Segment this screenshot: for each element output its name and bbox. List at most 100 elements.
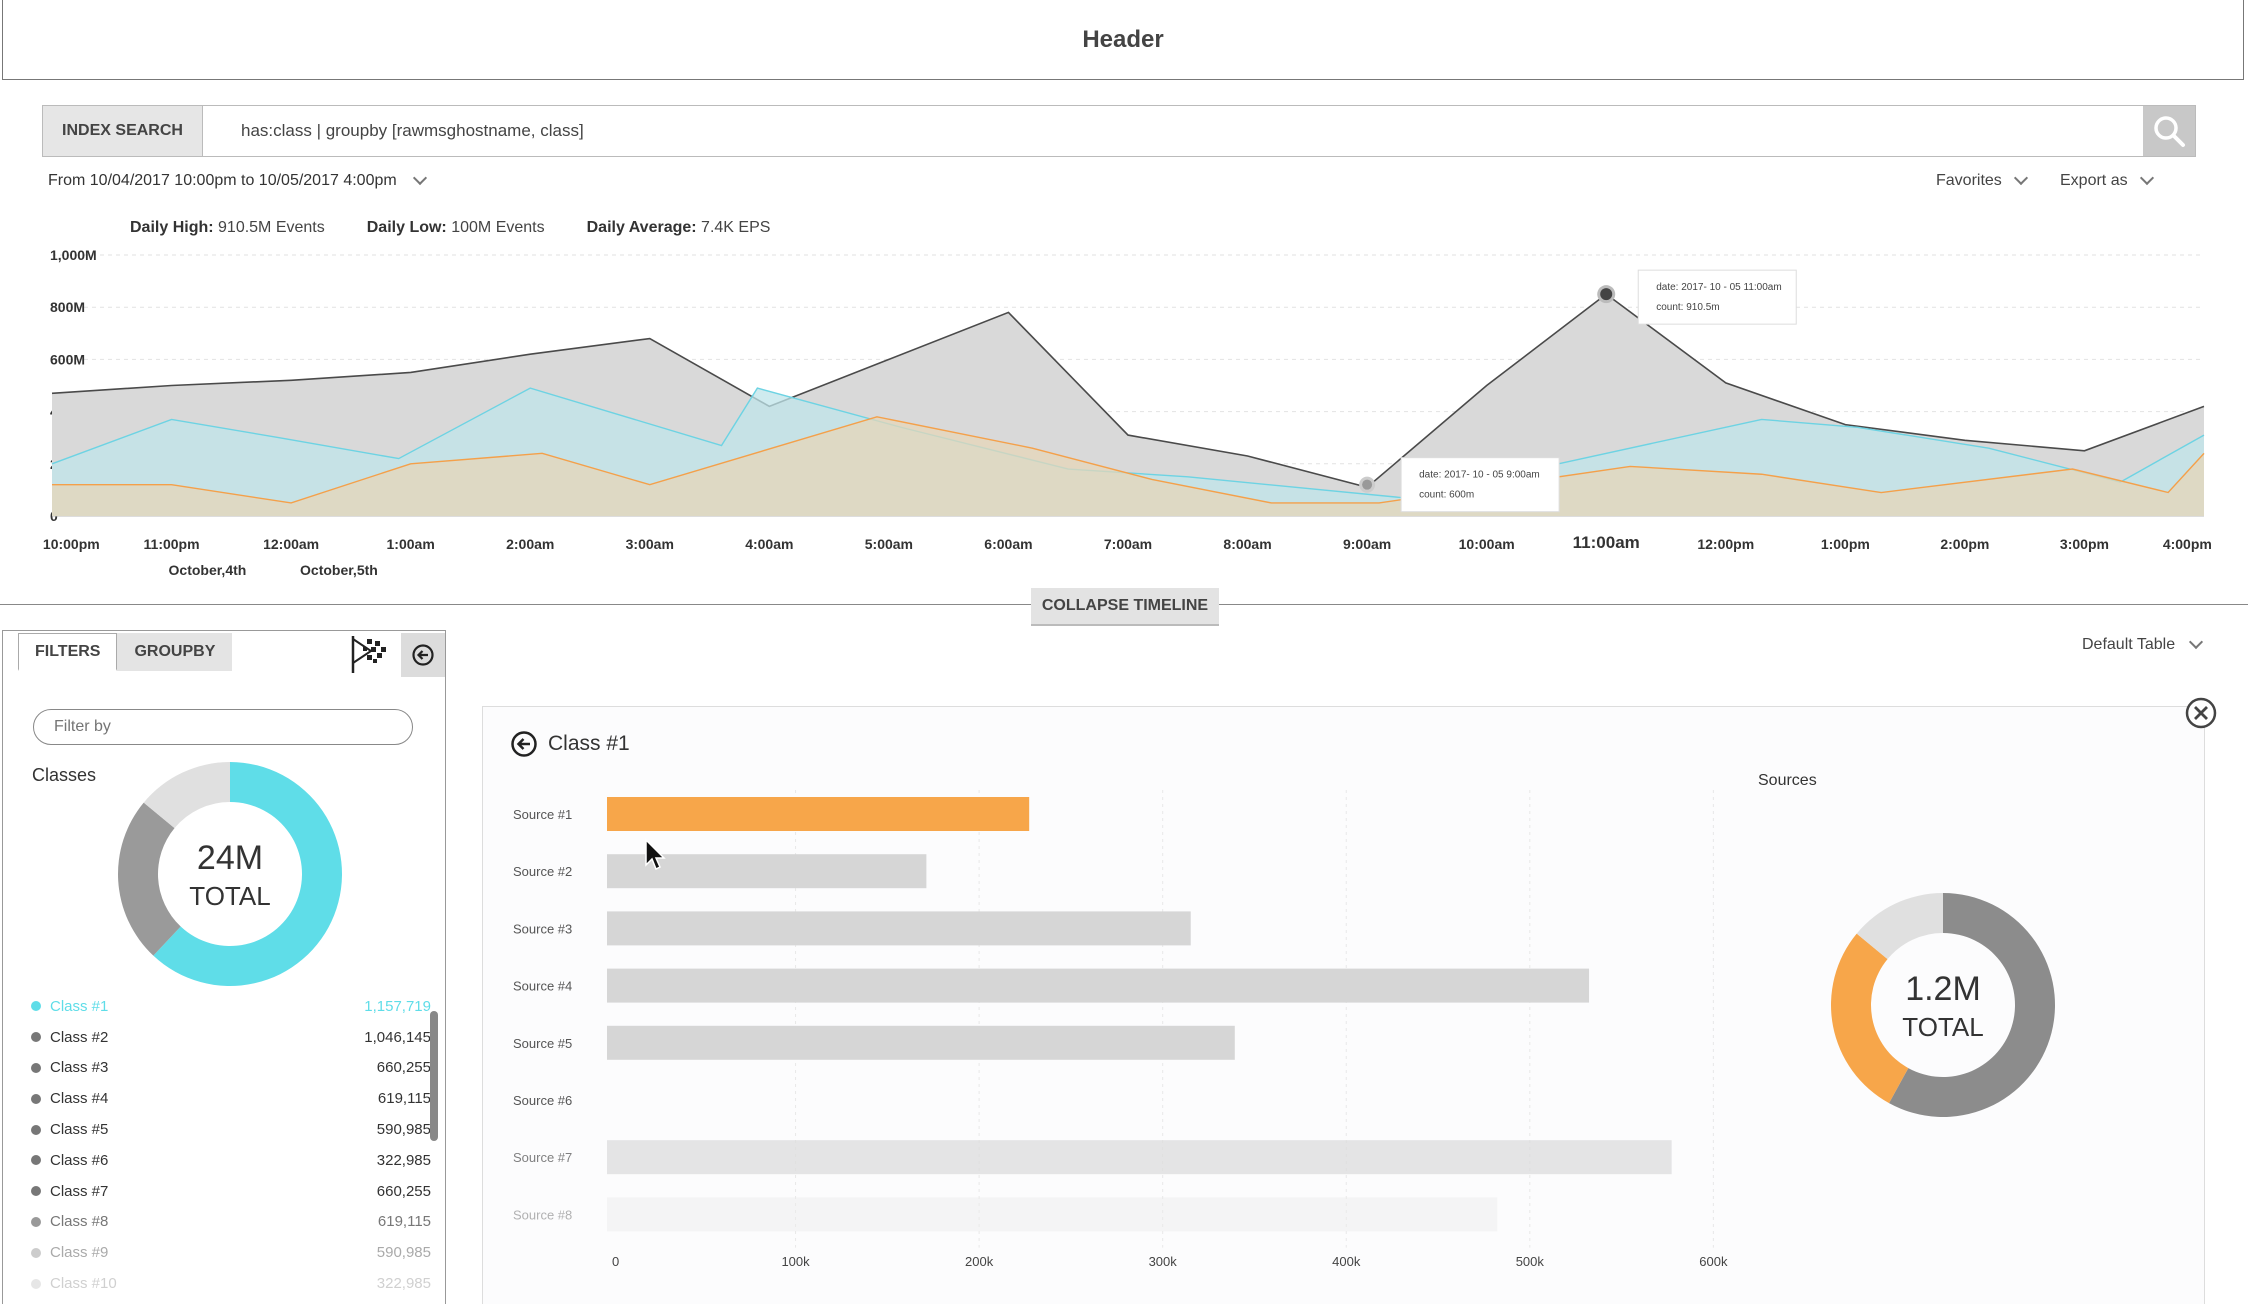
class-list-item[interactable]: Class #3 660,255 <box>31 1053 431 1084</box>
class-color-dot <box>31 1278 41 1289</box>
class-name: Class #1 <box>50 997 109 1015</box>
class-list-item[interactable]: Class #1 1,157,719 <box>31 991 431 1022</box>
timeline-marker[interactable] <box>1362 479 1373 490</box>
class-count: 322,985 <box>376 1151 431 1169</box>
timeline-y-tick: 1,000M <box>50 247 97 263</box>
close-icon[interactable] <box>2184 696 2218 730</box>
bar[interactable] <box>607 1025 1235 1060</box>
class-count: 322,985 <box>376 1275 431 1293</box>
class-count: 619,115 <box>377 1213 431 1231</box>
bar[interactable] <box>607 797 1030 831</box>
timeline-x-tick: 3:00am <box>625 536 674 552</box>
timeline-date-label: October,5th <box>300 562 378 578</box>
class-count: 590,985 <box>376 1244 431 1262</box>
class-count: 1,157,719 <box>364 997 431 1015</box>
class-list-item[interactable]: Class #8 619,115 <box>31 1207 431 1238</box>
collapse-timeline-button[interactable]: COLLAPSE TIMELINE <box>1031 588 1219 626</box>
bar-category-label: Source #1 <box>513 807 572 822</box>
tooltip-count: count: 910.5m <box>1656 302 1719 313</box>
search-icon <box>2154 116 2185 147</box>
sources-total-value: 1.2M <box>1905 970 1981 1008</box>
donut-slice[interactable] <box>143 762 230 829</box>
class-count: 660,255 <box>376 1182 431 1200</box>
timeline-x-tick: 12:00am <box>263 536 320 552</box>
class-list-item[interactable]: Class #5 590,985 <box>31 1114 431 1145</box>
bar[interactable] <box>607 911 1191 946</box>
class-count: 1,046,145 <box>364 1028 431 1046</box>
class-color-dot <box>31 1186 41 1197</box>
timeline-date-label: October,4th <box>168 562 247 578</box>
class-name: Class #6 <box>50 1151 109 1169</box>
favorites-label: Favorites <box>1936 172 2002 189</box>
detail-title[interactable]: Class #1 <box>510 730 630 758</box>
timeline-x-tick: 8:00am <box>1223 536 1272 552</box>
donut-slice[interactable] <box>1831 933 1909 1104</box>
classes-donut-chart[interactable]: 24M TOTAL <box>115 759 345 989</box>
class-color-dot <box>31 1155 41 1166</box>
export-dropdown[interactable]: Export as <box>2060 170 2154 190</box>
tab-groupby[interactable]: GROUPBY <box>117 633 233 671</box>
donut-slice[interactable] <box>117 802 181 956</box>
class-list-item[interactable]: Class #2 1,046,145 <box>31 1022 431 1053</box>
filter-input[interactable] <box>33 709 413 745</box>
timeline-x-tick: 9:00am <box>1342 536 1392 552</box>
chevron-down-icon <box>2139 170 2154 186</box>
sources-donut-chart[interactable]: 1.2M TOTAL <box>1828 890 2058 1120</box>
donut-slice[interactable] <box>1856 893 1943 960</box>
tooltip-count: count: 600m <box>1419 490 1474 501</box>
timeline-chart[interactable]: 1,000M800M600M400M200M0date: 2017- 10 - … <box>0 240 2248 540</box>
timeline-y-tick: 600M <box>50 351 85 367</box>
bar[interactable] <box>607 1197 1498 1232</box>
favorites-dropdown[interactable]: Favorites <box>1936 170 2028 190</box>
mouse-cursor-icon <box>645 838 666 871</box>
class-color-dot <box>31 1247 41 1258</box>
stat-daily-high: Daily High: 910.5M Events <box>130 219 325 236</box>
class-count: 619,115 <box>377 1090 431 1108</box>
class-list-item[interactable]: Class #7 660,255 <box>31 1176 431 1207</box>
donut-slice[interactable] <box>153 762 342 986</box>
bar-category-label: Source #6 <box>513 1093 572 1108</box>
timeline-x-tick: 11:00am <box>1572 533 1640 552</box>
class-list-item[interactable]: Class #4 619,115 <box>31 1083 431 1114</box>
back-arrow-icon[interactable] <box>510 730 538 758</box>
app-header: Header <box>2 0 2244 80</box>
panel-tabs: FILTERS GROUPBY <box>18 633 233 671</box>
class-name: Class #7 <box>50 1182 109 1200</box>
class-color-dot <box>31 1062 41 1073</box>
tab-filters[interactable]: FILTERS <box>18 633 118 671</box>
bar[interactable] <box>607 1140 1672 1175</box>
panel-back-button[interactable] <box>401 633 445 677</box>
chevron-down-icon <box>2189 634 2204 650</box>
timeline-x-tick: 11:00pm <box>143 536 200 552</box>
sources-bar-chart[interactable]: 0 100k 200k 300k 400k 500k 600k Source #1 Source… <box>482 770 1782 1290</box>
class-color-dot <box>31 1001 41 1012</box>
bar[interactable] <box>607 968 1590 1003</box>
bar-category-label: Source #5 <box>513 1036 572 1051</box>
back-arrow-icon <box>412 644 434 666</box>
search-input[interactable] <box>203 106 2143 156</box>
search-button[interactable] <box>2143 106 2195 156</box>
class-name: Class #5 <box>50 1121 109 1139</box>
bar[interactable] <box>607 854 927 889</box>
class-list-item[interactable]: Class #10 322,985 <box>31 1268 431 1299</box>
timeline-marker[interactable] <box>1600 288 1613 301</box>
donut-slice[interactable] <box>1889 893 2055 1117</box>
timeline-x-tick: 1:00pm <box>1820 536 1870 552</box>
class-list-item[interactable]: Class #6 322,985 <box>31 1145 431 1176</box>
class-color-dot <box>31 1093 41 1104</box>
flag-icon[interactable] <box>349 633 389 675</box>
bar-x-tick: 100k <box>781 1254 810 1269</box>
bar-x-tick: 500k <box>1516 1254 1545 1269</box>
table-view-dropdown[interactable]: Default Table <box>2082 634 2204 654</box>
index-search-label: INDEX SEARCH <box>43 106 203 156</box>
timeline-x-tick: 7:00am <box>1103 536 1153 552</box>
stat-daily-low: Daily Low: 100M Events <box>366 219 545 236</box>
date-range-picker[interactable]: From 10/04/2017 10:00pm to 10/05/2017 4:… <box>48 170 427 190</box>
chevron-down-icon <box>412 170 427 186</box>
timeline-tooltip <box>1637 269 1797 325</box>
date-range-text: From 10/04/2017 10:00pm to 10/05/2017 4:… <box>48 172 397 189</box>
class-list-item[interactable]: Class #9 590,985 <box>31 1237 431 1268</box>
class-color-dot <box>31 1216 41 1227</box>
class-list-scrollbar[interactable] <box>430 1011 438 1141</box>
timeline-series-line <box>52 416 2205 504</box>
